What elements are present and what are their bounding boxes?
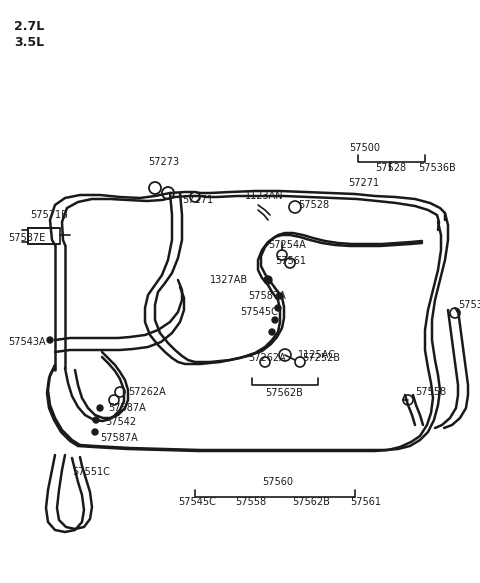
Text: 57558: 57558 bbox=[415, 387, 446, 397]
Circle shape bbox=[93, 417, 99, 423]
Text: 57587E: 57587E bbox=[8, 233, 45, 243]
Text: 57558: 57558 bbox=[235, 497, 266, 507]
Text: 57262A: 57262A bbox=[248, 353, 286, 363]
Text: 57542: 57542 bbox=[105, 417, 136, 427]
Text: 3.5L: 3.5L bbox=[14, 36, 44, 49]
Text: 57271: 57271 bbox=[182, 195, 213, 205]
Text: 57560: 57560 bbox=[263, 477, 293, 487]
Text: 1123AN: 1123AN bbox=[245, 191, 284, 201]
Text: 57587A: 57587A bbox=[100, 433, 138, 443]
Circle shape bbox=[277, 293, 283, 299]
Text: 57551C: 57551C bbox=[72, 467, 110, 477]
Circle shape bbox=[264, 276, 272, 284]
Text: 57562B: 57562B bbox=[292, 497, 330, 507]
Circle shape bbox=[47, 337, 53, 343]
Text: 57562B: 57562B bbox=[265, 388, 303, 398]
Text: 57536B: 57536B bbox=[458, 300, 480, 310]
Text: 57545C: 57545C bbox=[178, 497, 216, 507]
Text: 57587A: 57587A bbox=[248, 291, 286, 301]
Text: 1125AC: 1125AC bbox=[298, 350, 336, 360]
Circle shape bbox=[97, 405, 103, 411]
Circle shape bbox=[275, 305, 281, 311]
Text: 57561: 57561 bbox=[275, 256, 306, 266]
Text: 57254A: 57254A bbox=[268, 240, 306, 250]
Text: 57587A: 57587A bbox=[108, 403, 146, 413]
Text: 1327AB: 1327AB bbox=[210, 275, 248, 285]
Text: 57571B: 57571B bbox=[30, 210, 68, 220]
Text: 57273: 57273 bbox=[148, 157, 179, 167]
Text: 57543A: 57543A bbox=[8, 337, 46, 347]
Text: 57545C: 57545C bbox=[240, 307, 278, 317]
Text: 2.7L: 2.7L bbox=[14, 20, 44, 33]
Circle shape bbox=[269, 329, 275, 335]
Text: 57262A: 57262A bbox=[128, 387, 166, 397]
Text: 57271: 57271 bbox=[348, 178, 379, 188]
Text: 57528: 57528 bbox=[375, 163, 406, 173]
Text: 57500: 57500 bbox=[349, 143, 381, 153]
Text: 57536B: 57536B bbox=[418, 163, 456, 173]
Circle shape bbox=[92, 429, 98, 435]
Text: 57252B: 57252B bbox=[302, 353, 340, 363]
Text: 57528: 57528 bbox=[298, 200, 329, 210]
Text: 57561: 57561 bbox=[350, 497, 381, 507]
Circle shape bbox=[272, 317, 278, 323]
